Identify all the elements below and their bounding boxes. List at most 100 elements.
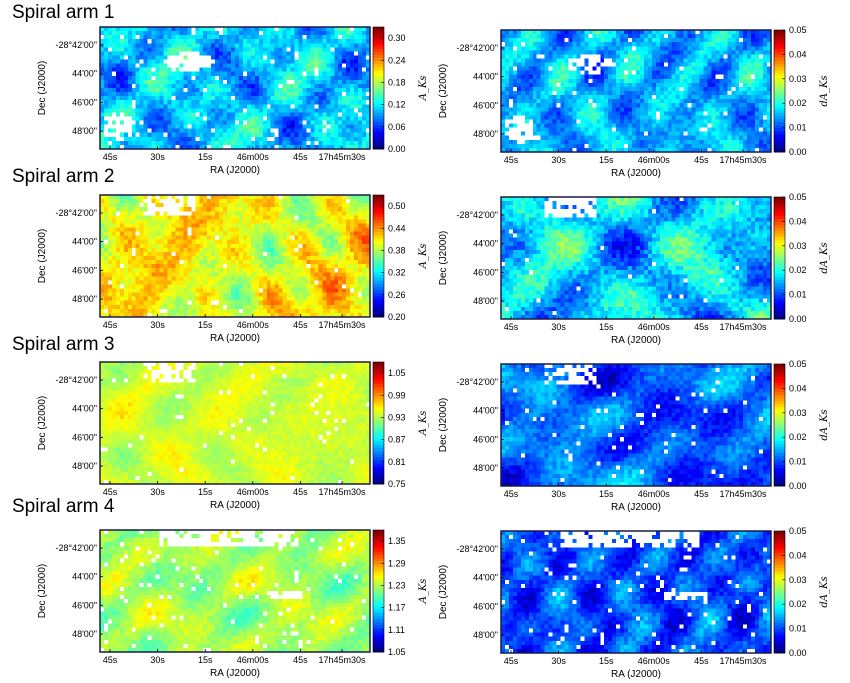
heatmap-cell bbox=[175, 215, 180, 220]
heatmap-cell bbox=[306, 124, 311, 130]
heatmap-cell bbox=[207, 132, 212, 138]
heatmap-cell bbox=[100, 207, 105, 212]
heatmap-cell bbox=[715, 103, 720, 108]
heatmap-cell bbox=[767, 95, 772, 100]
heatmap-cell bbox=[667, 42, 673, 47]
heatmap-cell bbox=[338, 203, 343, 208]
heatmap-cell bbox=[111, 219, 117, 224]
heatmap-cell bbox=[532, 115, 538, 120]
heatmap-cell bbox=[298, 112, 303, 117]
heatmap-cell bbox=[266, 223, 272, 228]
heatmap-cell bbox=[167, 124, 172, 130]
heatmap-cell bbox=[127, 140, 133, 146]
heatmap-cell bbox=[131, 79, 137, 85]
heatmap-cell bbox=[246, 235, 252, 241]
heatmap-cell bbox=[183, 231, 188, 237]
heatmap-cell bbox=[564, 62, 569, 67]
heatmap-cell bbox=[580, 62, 585, 67]
heatmap-cell bbox=[143, 27, 149, 32]
heatmap-cell bbox=[235, 132, 240, 138]
heatmap-cell bbox=[592, 119, 597, 124]
heatmap-cell bbox=[608, 131, 613, 137]
heatmap-cell bbox=[298, 35, 303, 40]
heatmap-cell bbox=[584, 42, 589, 47]
colorbar-step bbox=[373, 130, 384, 135]
heatmap-cell bbox=[628, 147, 633, 153]
heatmap-cell bbox=[139, 27, 145, 32]
heatmap-cell bbox=[151, 211, 156, 216]
heatmap-cell bbox=[735, 123, 740, 128]
heatmap-cell bbox=[544, 127, 550, 133]
heatmap-cell bbox=[294, 104, 299, 109]
heatmap-cell bbox=[103, 55, 109, 60]
heatmap-cell bbox=[179, 27, 184, 32]
heatmap-cell bbox=[763, 58, 768, 63]
heatmap-cell bbox=[528, 143, 534, 149]
heatmap-cell bbox=[743, 135, 748, 141]
heatmap-cell bbox=[707, 74, 712, 80]
heatmap-cell bbox=[223, 35, 228, 40]
heatmap-cell bbox=[231, 227, 236, 232]
heatmap-cell bbox=[588, 78, 593, 84]
heatmap-cell bbox=[294, 71, 299, 77]
heatmap-cell bbox=[151, 132, 156, 138]
heatmap-cell bbox=[707, 82, 712, 88]
heatmap-cell bbox=[115, 195, 121, 200]
heatmap-cell bbox=[314, 88, 319, 93]
heatmap-cell bbox=[310, 207, 315, 212]
heatmap-cell bbox=[290, 75, 295, 81]
heatmap-cell bbox=[334, 100, 339, 105]
heatmap-cell bbox=[215, 108, 220, 113]
heatmap-cell bbox=[159, 136, 164, 142]
heatmap-cell bbox=[270, 235, 276, 241]
heatmap-cell bbox=[242, 132, 248, 138]
heatmap-cell bbox=[326, 31, 331, 36]
heatmap-cell bbox=[620, 70, 625, 76]
heatmap-cell bbox=[111, 195, 117, 200]
heatmap-cell bbox=[266, 124, 272, 130]
heatmap-cell bbox=[707, 42, 712, 47]
heatmap-cell bbox=[143, 215, 149, 220]
heatmap-cell bbox=[199, 67, 204, 73]
heatmap-cell bbox=[663, 34, 669, 39]
heatmap-cell bbox=[238, 112, 244, 117]
heatmap-cell bbox=[508, 115, 514, 120]
heatmap-cell bbox=[223, 199, 228, 204]
heatmap-cell bbox=[163, 223, 168, 228]
heatmap-cell bbox=[675, 34, 681, 39]
heatmap-cell bbox=[767, 78, 772, 84]
heatmap-cell bbox=[306, 227, 311, 232]
heatmap-cell bbox=[207, 140, 212, 146]
heatmap-cell bbox=[699, 135, 704, 141]
heatmap-cell bbox=[572, 99, 577, 104]
heatmap-cell bbox=[159, 112, 164, 117]
heatmap-cell bbox=[242, 136, 248, 142]
heatmap-cell bbox=[636, 127, 641, 133]
heatmap-cell bbox=[310, 235, 315, 241]
heatmap-cell bbox=[632, 34, 637, 39]
heatmap-cell bbox=[175, 79, 180, 85]
heatmap-cell bbox=[286, 215, 291, 220]
heatmap-cell bbox=[334, 227, 339, 232]
heatmap-cell bbox=[246, 47, 252, 52]
heatmap-cell bbox=[711, 66, 716, 72]
colorbar-step bbox=[774, 109, 785, 113]
heatmap-cell bbox=[354, 124, 359, 130]
heatmap-cell bbox=[227, 55, 232, 60]
heatmap-cell bbox=[179, 67, 184, 73]
heatmap-cell bbox=[270, 96, 276, 101]
heatmap-cell bbox=[107, 239, 113, 245]
heatmap-cell bbox=[572, 82, 577, 88]
heatmap-cell bbox=[564, 91, 569, 96]
heatmap-cell bbox=[362, 43, 367, 48]
heatmap-cell bbox=[743, 54, 748, 59]
heatmap-cell bbox=[751, 82, 756, 88]
heatmap-cell bbox=[278, 63, 284, 69]
heatmap-cell bbox=[310, 100, 315, 105]
heatmap-cell bbox=[727, 143, 732, 149]
heatmap-cell bbox=[246, 227, 252, 232]
heatmap-cell bbox=[246, 136, 252, 142]
heatmap-cell bbox=[258, 108, 264, 113]
heatmap-cell bbox=[647, 86, 653, 92]
heatmap-cell bbox=[223, 88, 228, 93]
